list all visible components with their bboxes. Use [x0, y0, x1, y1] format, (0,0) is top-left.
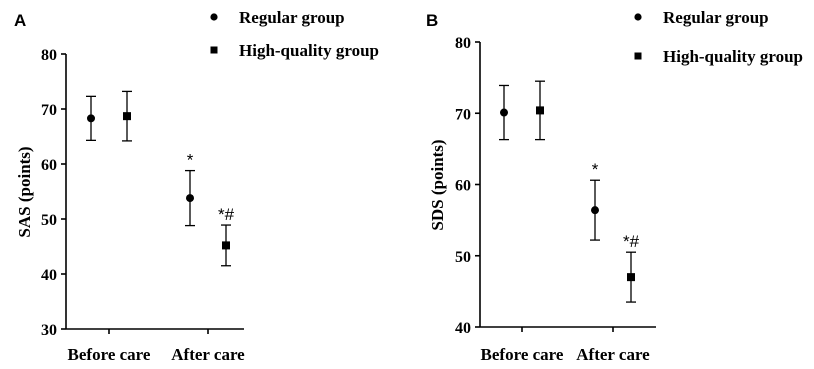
panel-a-x-tick-label: Before care	[68, 345, 151, 364]
panel-b-y-tick-label: 70	[455, 106, 471, 123]
panel-a-x-tick-label: After care	[171, 345, 245, 364]
panel-b-legend-circle-marker	[634, 13, 642, 21]
panel-b-significance-label: *#	[623, 232, 640, 251]
panel-a-significance-label: *	[187, 151, 194, 170]
panel-b-point-square	[536, 106, 544, 115]
panel-b-label: B	[426, 11, 438, 30]
panel-a-point-square	[222, 241, 230, 250]
panel-a: A SAS (points) Regular group High-qualit…	[14, 8, 379, 364]
panel-b-point-circle	[591, 206, 599, 215]
panel-a-label: A	[14, 11, 26, 30]
panel-b-legend: Regular group High-quality group	[634, 8, 803, 66]
panel-a-y-axis-label: SAS (points)	[15, 146, 34, 237]
panel-a-point-square	[123, 112, 131, 121]
panel-a-legend: Regular group High-quality group	[210, 8, 379, 60]
panel-a-plot: 30 40 50 60 70 80 Before care After care * *#	[41, 47, 245, 364]
panel-b-y-tick-label: 50	[455, 249, 471, 266]
panel-b-legend-label-high-quality: High-quality group	[663, 47, 803, 66]
panel-a-legend-circle-marker	[210, 13, 218, 21]
panel-b-point-square	[627, 273, 635, 282]
panel-a-y-tick-label: 30	[41, 322, 57, 339]
panel-a-y-tick-label: 40	[41, 267, 57, 284]
panel-b-point-circle	[500, 108, 508, 117]
panel-b-legend-square-marker	[634, 52, 642, 60]
panel-a-significance-label: *#	[218, 205, 235, 224]
panel-a-legend-square-marker	[210, 46, 218, 54]
panel-b-y-axis-label: SDS (points)	[428, 139, 447, 230]
panel-a-point-circle	[186, 194, 194, 203]
panel-b-plot: 40 50 60 70 80 Before care After care * *#	[455, 35, 656, 364]
panel-b-x-tick-label: After care	[576, 345, 650, 364]
panel-a-y-tick-label: 60	[41, 157, 57, 174]
panel-b-legend-label-regular: Regular group	[663, 8, 769, 27]
panel-b-y-tick-label: 60	[455, 178, 471, 195]
panel-a-point-circle	[87, 114, 95, 123]
panel-b-y-tick-label: 80	[455, 35, 471, 52]
panel-b-significance-label: *	[592, 160, 599, 179]
panel-b-x-tick-label: Before care	[481, 345, 564, 364]
panel-a-y-tick-label: 50	[41, 212, 57, 229]
panel-a-y-tick-label: 70	[41, 102, 57, 119]
panel-b-y-tick-label: 40	[455, 320, 471, 337]
panel-a-legend-label-high-quality: High-quality group	[239, 41, 379, 60]
panel-b: B SDS (points) Regular group High-qualit…	[426, 8, 803, 364]
panel-a-legend-label-regular: Regular group	[239, 8, 345, 27]
panel-a-y-tick-label: 80	[41, 47, 57, 64]
